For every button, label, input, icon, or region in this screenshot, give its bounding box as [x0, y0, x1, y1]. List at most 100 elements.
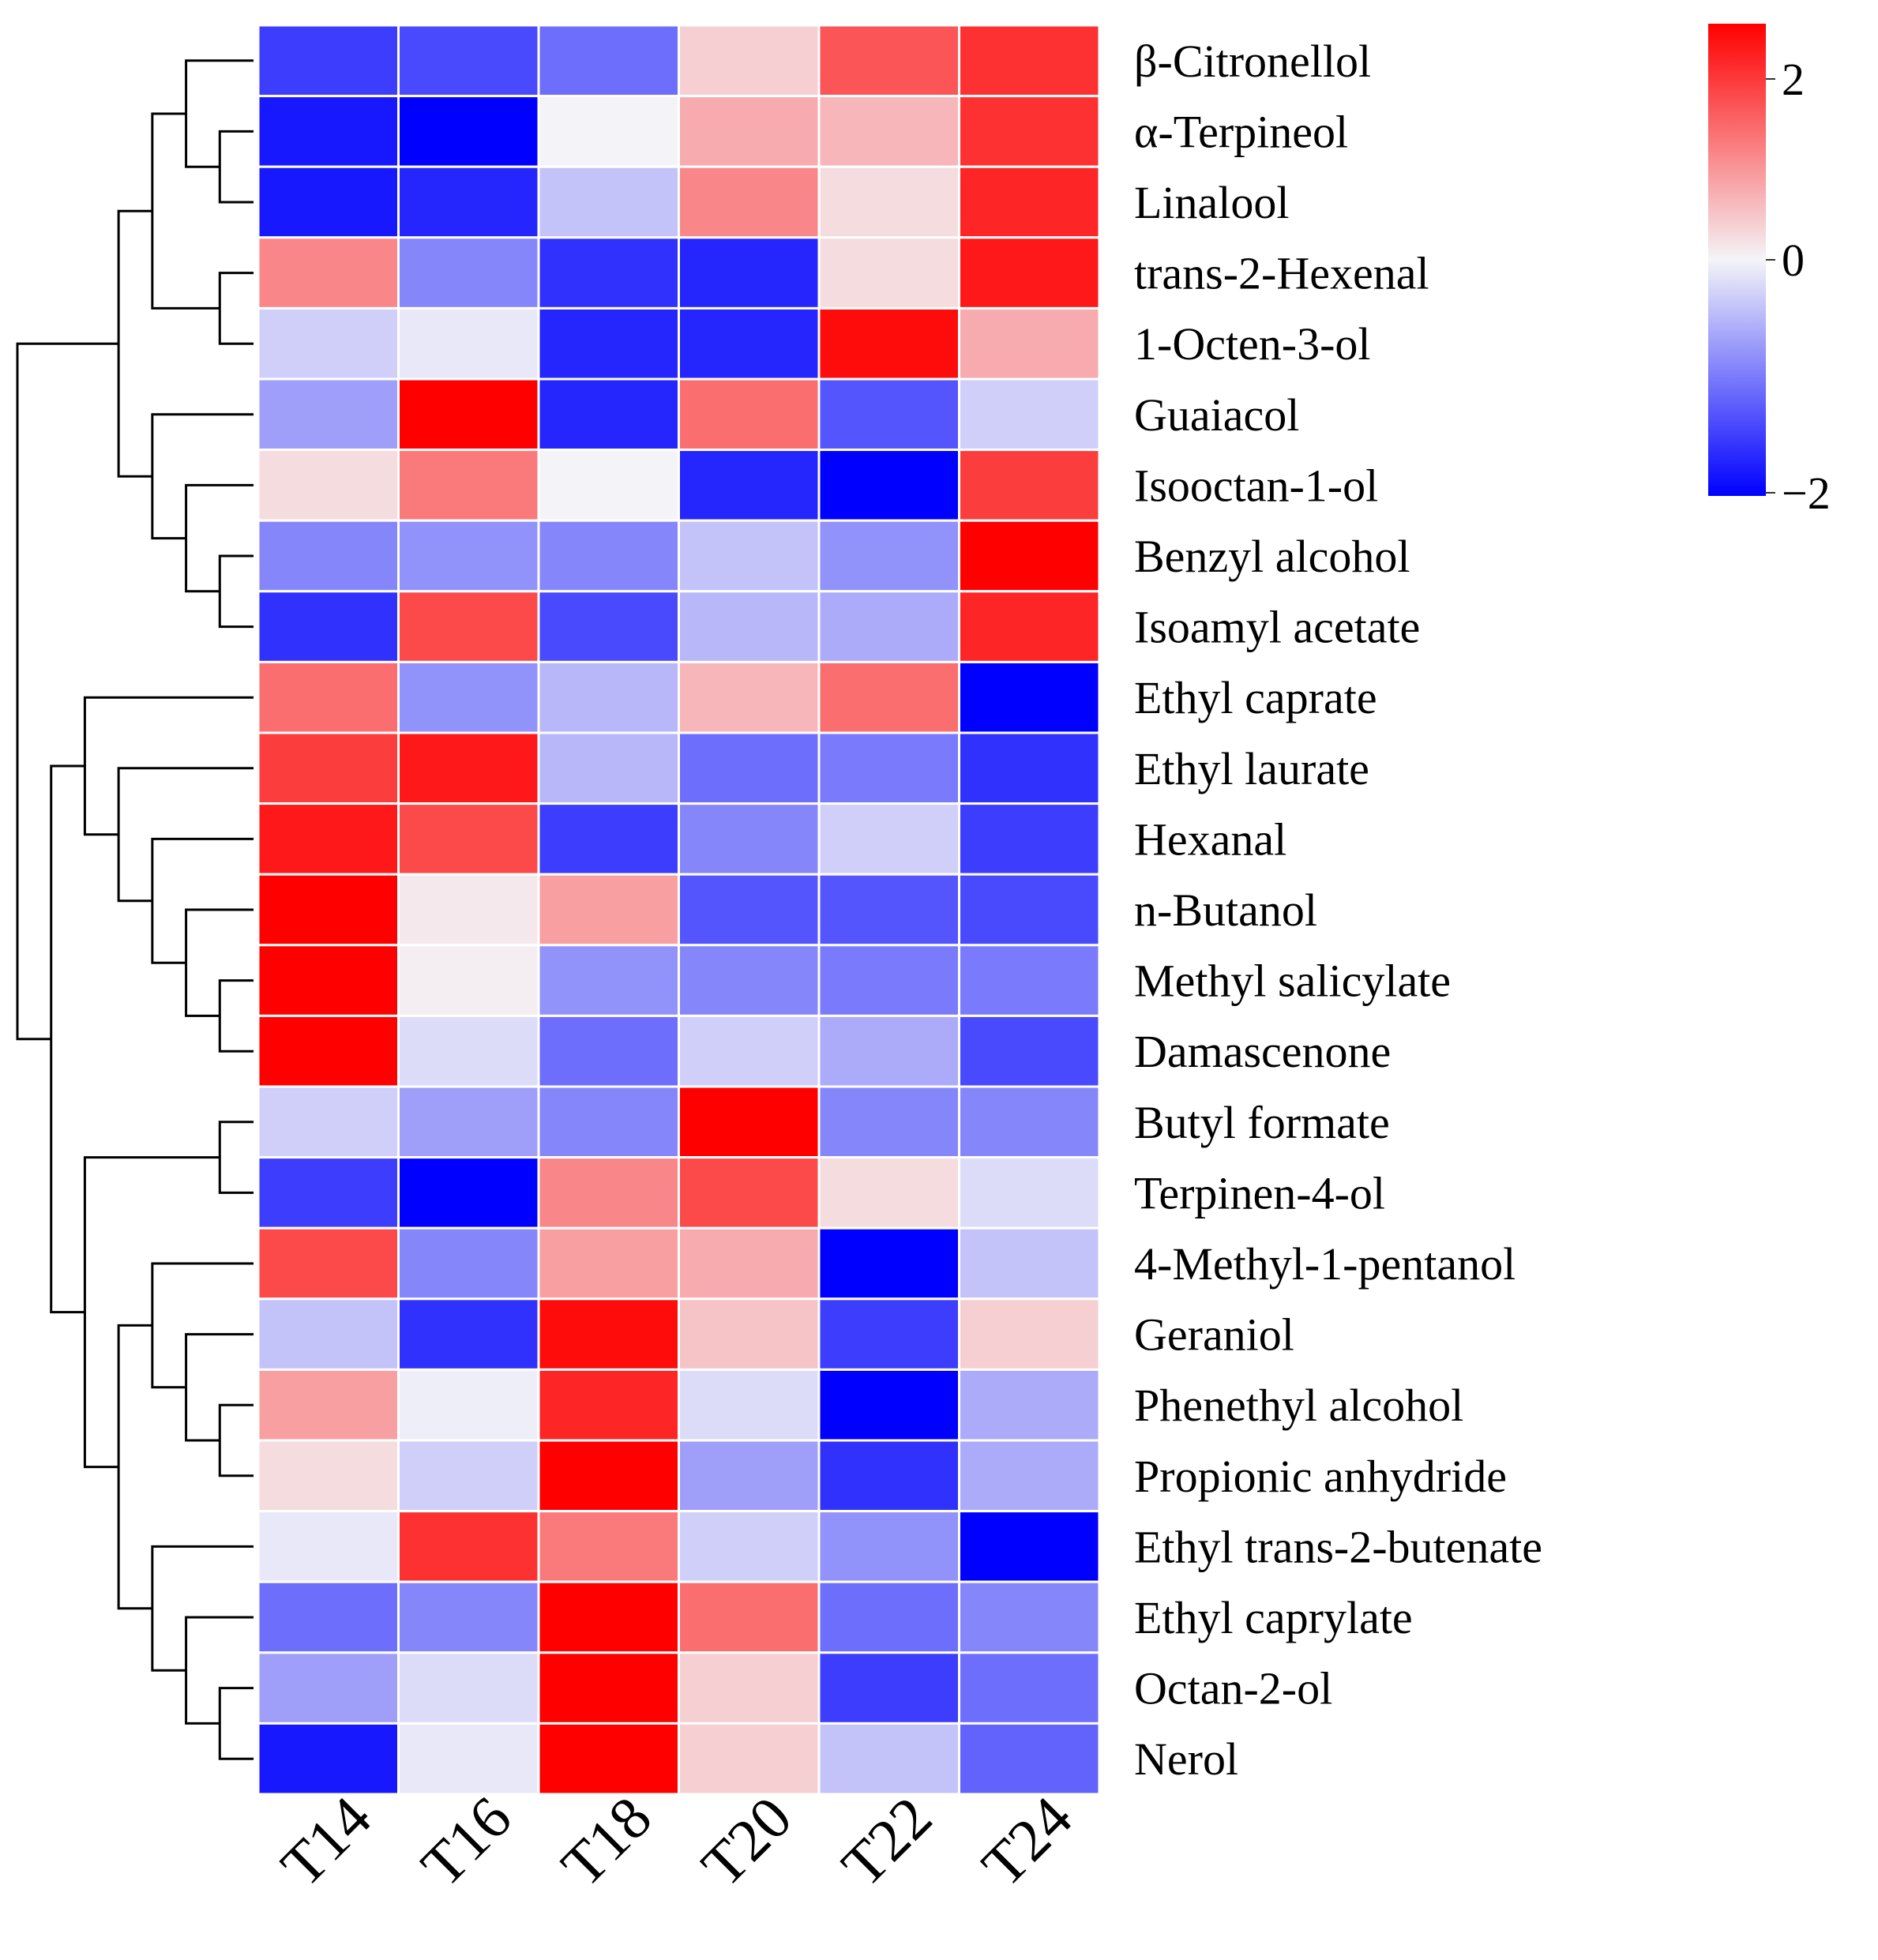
row-label: Geraniol — [1134, 1309, 1294, 1361]
dendrogram-branch — [218, 1403, 254, 1478]
heatmap-cell — [397, 1297, 540, 1371]
heatmap-cell — [958, 236, 1101, 310]
heatmap-cell — [958, 1297, 1101, 1371]
heatmap-cell — [958, 802, 1101, 876]
heatmap-cell — [958, 24, 1101, 98]
dendrogram-branch — [218, 272, 254, 345]
column-label: T22 — [829, 1784, 945, 1899]
heatmap-cell — [397, 1580, 540, 1654]
row-label: Phenethyl alcohol — [1134, 1380, 1463, 1431]
heatmap-cell — [257, 590, 400, 663]
heatmap-cell — [257, 1439, 400, 1513]
heatmap-cell — [537, 590, 680, 663]
heatmap-cell — [678, 944, 821, 1017]
heatmap-cell — [257, 1297, 400, 1371]
color-scale-legend: 2 0 −2 — [1708, 24, 1831, 519]
heatmap-cell — [958, 165, 1101, 239]
heatmap-cell — [817, 944, 960, 1017]
heatmap-cell — [397, 731, 540, 805]
row-label: Methyl salicylate — [1134, 956, 1451, 1007]
heatmap-cell — [397, 95, 540, 168]
heatmap-cell — [958, 1580, 1101, 1654]
heatmap-cell — [958, 731, 1101, 805]
color-scale-bar — [1708, 24, 1766, 496]
heatmap-cell — [257, 1580, 400, 1654]
heatmap-cell — [257, 1226, 400, 1301]
row-label: Butyl formate — [1134, 1097, 1390, 1148]
heatmap-cell — [817, 1297, 960, 1371]
heatmap-cell — [397, 1156, 540, 1230]
heatmap-cell — [537, 944, 680, 1017]
heatmap-cell — [397, 873, 540, 947]
heatmap-cell — [397, 519, 540, 593]
heatmap-cell — [537, 95, 680, 168]
dendrogram-branch — [218, 1121, 254, 1194]
heatmap-cell — [257, 1651, 400, 1725]
heatmap-cell — [257, 944, 400, 1017]
heatmap-cell — [958, 1368, 1101, 1442]
heatmap-cell — [678, 1085, 821, 1159]
heatmap-cell — [678, 590, 821, 663]
heatmap-cell — [257, 236, 400, 310]
color-scale-tick-label: −2 — [1782, 467, 1831, 519]
dendrogram-branch — [218, 979, 254, 1053]
heatmap-cell — [537, 519, 680, 593]
heatmap-cell — [678, 1580, 821, 1654]
heatmap-cell — [397, 449, 540, 522]
heatmap-cell — [958, 1226, 1101, 1301]
row-label: Ethyl laurate — [1134, 743, 1369, 794]
heatmap-cell — [678, 1722, 821, 1796]
heatmap-cell — [958, 1651, 1101, 1725]
heatmap-cell — [817, 731, 960, 805]
heatmap-cell — [678, 377, 821, 452]
heatmap-cell — [537, 449, 680, 522]
heatmap-cell — [817, 660, 960, 734]
dendrogram-branch — [83, 1156, 220, 1469]
heatmap-cell — [257, 449, 400, 522]
heatmap-cell — [678, 1226, 821, 1301]
column-label: T16 — [409, 1784, 524, 1899]
heatmap-cell — [397, 1368, 540, 1442]
heatmap-cell — [958, 1014, 1101, 1088]
heatmap-cell — [537, 1510, 680, 1583]
heatmap-cell — [537, 1580, 680, 1654]
dendrogram-branch — [151, 837, 254, 964]
heatmap-cell — [958, 449, 1101, 522]
column-label: T18 — [549, 1784, 664, 1899]
heatmap-cell — [817, 165, 960, 239]
column-label: T20 — [689, 1784, 805, 1899]
heatmap-cell — [817, 1651, 960, 1725]
row-dendrogram — [16, 59, 254, 1760]
heatmap-cell — [817, 1722, 960, 1796]
heatmap-cell — [678, 519, 821, 593]
row-label: Ethyl trans-2-butenate — [1134, 1521, 1542, 1572]
heatmap-cell — [257, 873, 400, 947]
heatmap-cell — [958, 1722, 1101, 1796]
heatmap-cell — [257, 306, 400, 381]
heatmap-cell — [537, 377, 680, 452]
heatmap-cell — [537, 873, 680, 947]
heatmap-cell — [397, 1439, 540, 1513]
heatmap-cell — [958, 1510, 1101, 1583]
row-label: trans-2-Hexenal — [1134, 248, 1429, 299]
heatmap-cell — [397, 306, 540, 381]
heatmap-cell — [958, 1085, 1101, 1159]
heatmap-cell — [678, 24, 821, 98]
heatmap-cell — [397, 236, 540, 310]
heatmap-cell — [958, 660, 1101, 734]
heatmap-cell — [678, 95, 821, 168]
heatmap-cell — [257, 660, 400, 734]
heatmap-cell — [817, 1368, 960, 1442]
row-label: Isoamyl acetate — [1134, 602, 1420, 653]
heatmap-cell — [678, 731, 821, 805]
heatmap-cell — [817, 377, 960, 452]
row-label: Hexanal — [1134, 813, 1286, 865]
heatmap-cell — [537, 165, 680, 239]
heatmap-cell — [537, 1722, 680, 1796]
row-label: 4-Methyl-1-pentanol — [1134, 1238, 1516, 1290]
heatmap-cell — [958, 590, 1101, 663]
heatmap-cell — [537, 236, 680, 310]
heatmap-cell — [537, 1439, 680, 1513]
dendrogram-branch — [151, 1262, 254, 1389]
dendrogram-branch — [151, 1545, 254, 1672]
